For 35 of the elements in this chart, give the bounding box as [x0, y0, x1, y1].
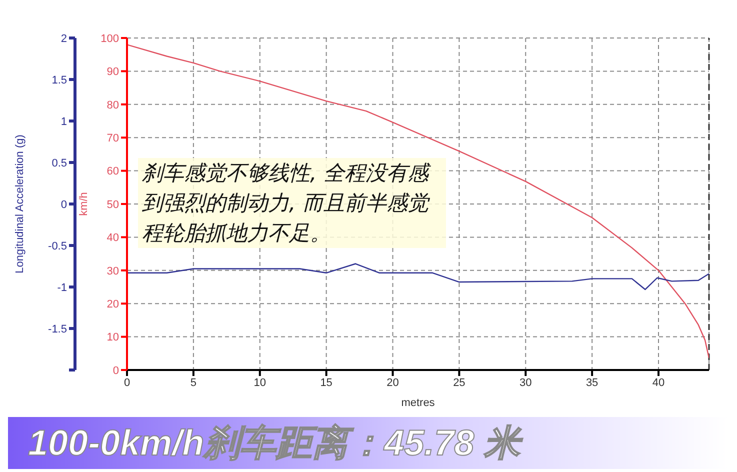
y2-tick-label: 0	[60, 198, 67, 211]
y-axis-title: km/h	[78, 192, 90, 216]
y-tick-label: 50	[106, 198, 119, 211]
line-series	[127, 44, 709, 359]
y2-tick-label: -1.5	[48, 323, 67, 336]
x-tick-label: 40	[652, 376, 665, 389]
y-tick-label: 70	[106, 132, 119, 145]
y-tick-label: 20	[106, 298, 119, 311]
x-axis-title: metres	[401, 397, 436, 409]
y2-axis-title: Longitudinal Acceleration (g)	[14, 134, 26, 274]
y-tick-label: 0	[112, 364, 119, 377]
y-tick-label: 60	[106, 166, 119, 178]
y-tick-label: 100	[100, 32, 119, 45]
x-tick-label: 10	[254, 376, 266, 389]
annotation: 刹车感觉不够线性, 全程没有感到强烈的制动力, 而且前半感觉程轮胎抓地力不足。	[142, 160, 432, 247]
y2-tick-label: 1.5	[52, 74, 67, 86]
y2-tick-label: 1	[60, 116, 67, 128]
y2-tick-label: 2	[60, 32, 67, 45]
line-series	[127, 263, 709, 290]
x-tick-label: 25	[453, 376, 466, 389]
x-tick-label: 15	[320, 376, 332, 389]
x-tick-label: 5	[190, 376, 196, 389]
y-tick-label: 90	[106, 66, 119, 78]
x-tick-label: 0	[124, 376, 130, 389]
y-tick-label: 40	[106, 232, 119, 244]
x-tick-label: 30	[520, 376, 532, 389]
text: 100-0km/h刹车距离：45.78 米	[8, 417, 729, 469]
x-tick-label: 20	[386, 376, 399, 389]
x-tick-label: 35	[586, 376, 598, 389]
y2-tick-label: -0.5	[48, 240, 67, 252]
y2-tick-label: 0.5	[52, 157, 67, 170]
y2-tick-label: -1	[57, 282, 67, 294]
y-tick-label: 30	[106, 265, 119, 278]
y-tick-label: 80	[106, 99, 119, 112]
y-tick-label: 10	[106, 332, 119, 344]
